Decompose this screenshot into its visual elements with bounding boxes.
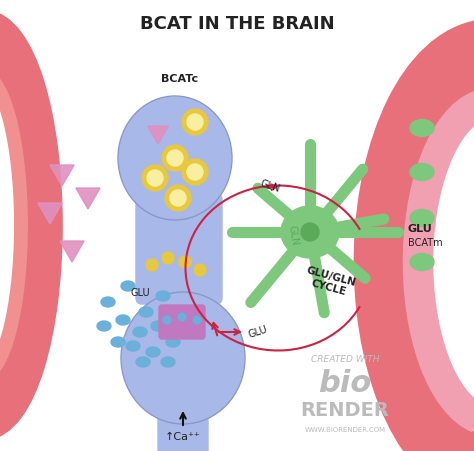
Circle shape <box>142 165 168 191</box>
Text: BCATc: BCATc <box>162 74 199 84</box>
Circle shape <box>147 170 163 186</box>
Ellipse shape <box>139 307 153 317</box>
Text: BCATm: BCATm <box>408 238 443 248</box>
Ellipse shape <box>97 321 111 331</box>
Circle shape <box>182 159 208 185</box>
Circle shape <box>170 190 186 206</box>
Ellipse shape <box>410 210 434 226</box>
Text: WWW.BIORENDER.COM: WWW.BIORENDER.COM <box>304 427 385 433</box>
Ellipse shape <box>121 281 135 291</box>
FancyBboxPatch shape <box>136 194 222 304</box>
Circle shape <box>163 316 171 324</box>
Ellipse shape <box>281 206 339 258</box>
Ellipse shape <box>133 327 147 337</box>
Text: GLU/GLN
CYCLE: GLU/GLN CYCLE <box>302 265 357 299</box>
Circle shape <box>165 185 191 211</box>
FancyBboxPatch shape <box>158 404 208 451</box>
Text: GLU: GLU <box>247 324 269 340</box>
Text: BCAT IN THE BRAIN: BCAT IN THE BRAIN <box>140 15 334 33</box>
FancyBboxPatch shape <box>159 305 205 339</box>
Ellipse shape <box>156 291 170 301</box>
Ellipse shape <box>410 164 434 180</box>
Ellipse shape <box>116 315 130 325</box>
Ellipse shape <box>111 337 125 347</box>
Text: GLN: GLN <box>259 178 281 194</box>
Circle shape <box>146 259 158 271</box>
Ellipse shape <box>122 293 244 423</box>
Ellipse shape <box>161 357 175 367</box>
Circle shape <box>179 256 191 268</box>
Ellipse shape <box>136 357 150 367</box>
Text: GLU: GLU <box>408 224 433 234</box>
Ellipse shape <box>410 253 434 271</box>
Circle shape <box>194 264 206 276</box>
Circle shape <box>193 316 201 324</box>
Ellipse shape <box>146 347 160 357</box>
Text: ↑Ca⁺⁺: ↑Ca⁺⁺ <box>165 432 201 442</box>
Circle shape <box>162 252 174 264</box>
Ellipse shape <box>119 97 231 219</box>
Circle shape <box>182 109 208 135</box>
Text: bio: bio <box>319 369 372 398</box>
Ellipse shape <box>301 223 319 241</box>
Ellipse shape <box>410 120 434 137</box>
Ellipse shape <box>171 311 185 321</box>
Ellipse shape <box>166 337 180 347</box>
Circle shape <box>162 145 188 171</box>
Circle shape <box>178 313 186 321</box>
Ellipse shape <box>101 297 115 307</box>
Ellipse shape <box>151 321 165 331</box>
Text: GLU: GLU <box>130 288 150 298</box>
Circle shape <box>167 150 183 166</box>
Circle shape <box>187 164 203 180</box>
Text: RENDER: RENDER <box>301 401 390 420</box>
Text: GLN: GLN <box>286 224 300 246</box>
Ellipse shape <box>126 341 140 351</box>
Circle shape <box>187 114 203 130</box>
Text: CREATED WITH: CREATED WITH <box>311 355 379 364</box>
